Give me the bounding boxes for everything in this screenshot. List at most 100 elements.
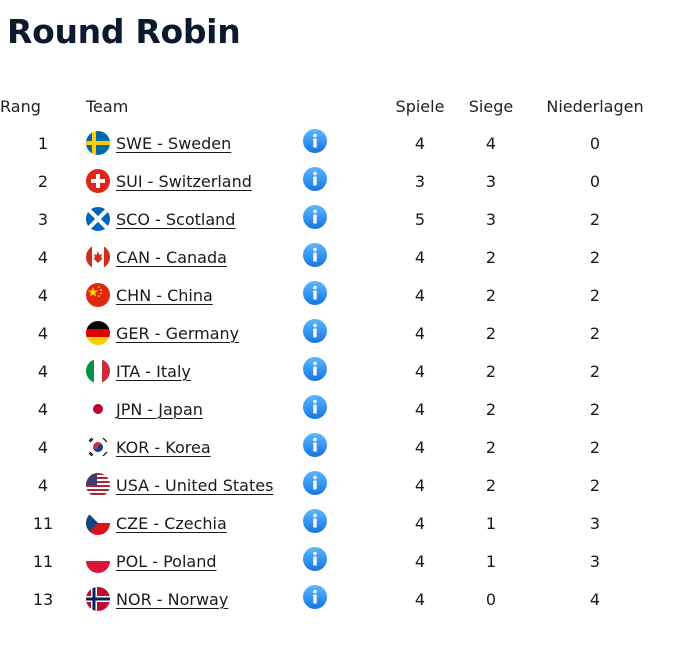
- info-cell: [302, 200, 388, 238]
- flag-sweden-icon: [86, 131, 110, 155]
- wins-cell: 0: [485, 589, 497, 609]
- flag-germany-icon: [86, 321, 110, 345]
- table-row: 4 KOR - Korea 4 2 2: [0, 428, 660, 466]
- team-cell: JPN - Japan: [86, 390, 302, 428]
- games-cell: 4: [414, 133, 426, 153]
- rank-cell: 11: [32, 551, 54, 571]
- team-link[interactable]: SCO - Scotland: [116, 209, 236, 229]
- losses-cell: 2: [589, 323, 601, 343]
- games-cell: 4: [414, 361, 426, 381]
- rank-cell: 4: [37, 399, 49, 419]
- info-cell: [302, 238, 388, 276]
- info-icon[interactable]: [302, 394, 328, 420]
- info-icon[interactable]: [302, 242, 328, 268]
- table-row: 3 SCO - Scotland 5 3 2: [0, 200, 660, 238]
- team-link[interactable]: KOR - Korea: [116, 437, 211, 457]
- info-cell: [302, 390, 388, 428]
- rank-cell: 4: [37, 361, 49, 381]
- table-row: 2 SUI - Switzerland 3 3 0: [0, 162, 660, 200]
- info-icon[interactable]: [302, 166, 328, 192]
- info-icon[interactable]: [302, 318, 328, 344]
- team-link[interactable]: USA - United States: [116, 475, 274, 495]
- losses-cell: 2: [589, 475, 601, 495]
- team-cell: GER - Germany: [86, 314, 302, 352]
- flag-norway-icon: [86, 587, 110, 611]
- rank-cell: 4: [37, 247, 49, 267]
- info-icon[interactable]: [302, 508, 328, 534]
- table-header-row: Rang Team Spiele Siege Niederlagen: [0, 88, 660, 124]
- rank-cell: 4: [37, 323, 49, 343]
- team-cell: USA - United States: [86, 466, 302, 504]
- games-cell: 4: [414, 437, 426, 457]
- games-cell: 4: [414, 475, 426, 495]
- wins-cell: 4: [485, 133, 497, 153]
- losses-cell: 2: [589, 285, 601, 305]
- info-cell: [302, 276, 388, 314]
- team-cell: ITA - Italy: [86, 352, 302, 390]
- games-cell: 4: [414, 513, 426, 533]
- flag-scotland-icon: [86, 207, 110, 231]
- team-link[interactable]: JPN - Japan: [116, 399, 203, 419]
- team-link[interactable]: POL - Poland: [116, 551, 217, 571]
- info-icon[interactable]: [302, 432, 328, 458]
- team-link[interactable]: GER - Germany: [116, 323, 240, 343]
- team-link[interactable]: SUI - Switzerland: [116, 171, 252, 191]
- wins-cell: 2: [485, 247, 497, 267]
- losses-cell: 3: [589, 513, 601, 533]
- table-row: 4 JPN - Japan 4 2 2: [0, 390, 660, 428]
- wins-cell: 2: [485, 437, 497, 457]
- info-icon[interactable]: [302, 204, 328, 230]
- flag-poland-icon: [86, 549, 110, 573]
- wins-cell: 2: [485, 475, 497, 495]
- team-cell: SCO - Scotland: [86, 200, 302, 238]
- team-cell: SUI - Switzerland: [86, 162, 302, 200]
- losses-cell: 4: [589, 589, 601, 609]
- rank-cell: 1: [37, 133, 49, 153]
- team-link[interactable]: SWE - Sweden: [116, 133, 232, 153]
- info-icon[interactable]: [302, 584, 328, 610]
- games-cell: 4: [414, 551, 426, 571]
- losses-cell: 2: [589, 437, 601, 457]
- rank-cell: 4: [37, 475, 49, 495]
- rank-cell: 2: [37, 171, 49, 191]
- team-link[interactable]: ITA - Italy: [116, 361, 191, 381]
- losses-cell: 2: [589, 361, 601, 381]
- table-row: 1 SWE - Sweden 4 4 0: [0, 124, 660, 162]
- info-icon[interactable]: [302, 546, 328, 572]
- header-wins: Siege: [468, 96, 514, 116]
- info-cell: [302, 352, 388, 390]
- team-link[interactable]: CHN - China: [116, 285, 213, 305]
- table-row: 4 USA - United States 4 2 2: [0, 466, 660, 504]
- info-cell: [302, 314, 388, 352]
- team-link[interactable]: CZE - Czechia: [116, 513, 227, 533]
- rank-cell: 13: [32, 589, 54, 609]
- team-link[interactable]: NOR - Norway: [116, 589, 229, 609]
- wins-cell: 1: [485, 513, 497, 533]
- table-row: 4 CAN - Canada 4 2 2: [0, 238, 660, 276]
- team-cell: KOR - Korea: [86, 428, 302, 466]
- header-rank: Rang: [0, 96, 41, 116]
- rank-cell: 4: [37, 285, 49, 305]
- info-icon[interactable]: [302, 128, 328, 154]
- info-icon[interactable]: [302, 356, 328, 382]
- team-cell: CHN - China: [86, 276, 302, 314]
- table-row: 4 CHN - China 4 2 2: [0, 276, 660, 314]
- team-cell: NOR - Norway: [86, 580, 302, 618]
- games-cell: 3: [414, 171, 426, 191]
- team-cell: SWE - Sweden: [86, 124, 302, 162]
- info-cell: [302, 580, 388, 618]
- team-link[interactable]: CAN - Canada: [116, 247, 227, 267]
- info-icon[interactable]: [302, 280, 328, 306]
- header-losses: Niederlagen: [546, 96, 644, 116]
- team-cell: POL - Poland: [86, 542, 302, 580]
- flag-switzerland-icon: [86, 169, 110, 193]
- flag-korea-icon: [86, 435, 110, 459]
- flag-china-icon: [86, 283, 110, 307]
- team-cell: CZE - Czechia: [86, 504, 302, 542]
- header-info: [302, 88, 388, 124]
- rank-cell: 4: [37, 437, 49, 457]
- table-row: 11 CZE - Czechia 4 1 3: [0, 504, 660, 542]
- info-icon[interactable]: [302, 470, 328, 496]
- wins-cell: 2: [485, 285, 497, 305]
- flag-italy-icon: [86, 359, 110, 383]
